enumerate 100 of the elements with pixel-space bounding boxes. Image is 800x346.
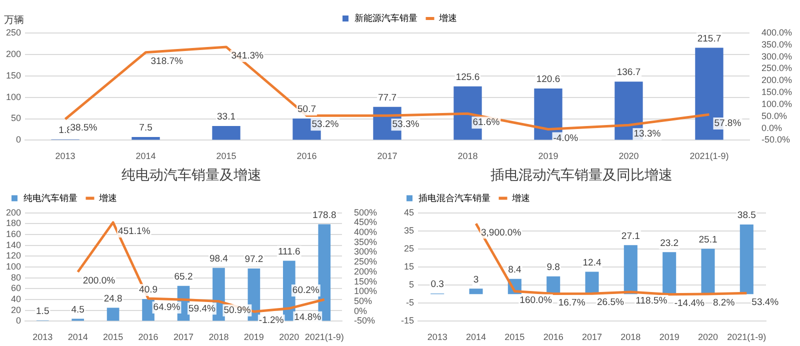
data-label: 8.4 (508, 264, 522, 276)
x-tick-label: 2021(1-9) (304, 332, 344, 342)
x-tick-label: 2014 (136, 151, 156, 162)
y2-tick-label: 0% (354, 306, 367, 316)
y2-tick-label: 200% (354, 266, 378, 276)
data-label: 25.1 (698, 234, 718, 246)
y2-tick-label: 450% (354, 217, 378, 228)
x-tick-label: 2018 (458, 151, 478, 162)
x-tick-label: 2017 (582, 332, 602, 342)
y-tick-label: -5 (406, 298, 414, 308)
bar (546, 276, 560, 294)
bar (740, 224, 754, 294)
chart-title: 纯电动汽车销量及增速 (122, 166, 262, 182)
y2-tick-label: -50% (354, 316, 375, 326)
legend-label: 增速 (98, 192, 117, 203)
x-tick-label: 2016 (296, 151, 317, 162)
y-tick-label: 250 (6, 27, 22, 38)
data-label: 3 (473, 274, 479, 286)
y2-tick-label: 350% (354, 236, 378, 247)
x-tick-label: 2015 (103, 332, 124, 342)
y-tick-label: 0 (16, 316, 22, 326)
x-tick-label: 2016 (543, 332, 564, 342)
data-label: 318.7% (150, 56, 184, 67)
bar (585, 272, 599, 294)
bar (624, 245, 638, 294)
data-label: 60.2% (292, 285, 320, 296)
x-tick-label: 2013 (32, 332, 53, 342)
data-label: 12.4 (582, 257, 602, 268)
y-tick-label: 100 (6, 261, 22, 272)
legend-label: 增速 (438, 12, 457, 23)
data-label: 23.2 (660, 238, 679, 249)
data-label: 178.8 (312, 210, 336, 221)
bar (662, 252, 676, 294)
y-tick-label: 80 (11, 272, 22, 282)
data-label: 64.9% (153, 302, 181, 314)
y2-tick-label: 100.0% (761, 98, 792, 109)
y2-tick-label: 150% (354, 276, 378, 286)
x-tick-label: 2018 (208, 332, 229, 342)
x-tick-label: 2014 (466, 332, 486, 342)
y2-tick-label: 250.0% (761, 63, 792, 74)
data-label: 16.7% (558, 297, 586, 308)
y-tick-label: 100 (6, 92, 22, 102)
data-label: 136.7 (616, 67, 641, 78)
y-tick-label: 40 (11, 294, 22, 304)
y2-tick-label: 250% (354, 256, 378, 267)
bar (106, 308, 120, 321)
data-label: 118.5% (636, 296, 668, 307)
y2-tick-label: 500% (354, 207, 378, 218)
data-label: 65.2 (174, 271, 193, 282)
data-label: 57.8% (714, 118, 742, 130)
data-label: 14.8% (294, 312, 322, 324)
data-label: 3,900.0% (481, 227, 522, 238)
data-label: 9.8 (546, 262, 560, 274)
y-tick-label: 20 (11, 304, 22, 315)
data-label: 50.9% (224, 304, 252, 316)
data-label: 38.5% (70, 122, 98, 134)
legend-label: 新能源汽车销量 (354, 12, 418, 23)
data-label: 451.1% (118, 226, 151, 238)
x-tick-label: 2013 (55, 151, 76, 162)
legend-label: 插电混合汽车销量 (418, 192, 490, 203)
x-tick-label: 2015 (216, 151, 236, 162)
data-label: 59.4% (188, 303, 216, 314)
y-tick-label: 200 (6, 207, 22, 218)
y2-tick-label: 150.0% (761, 87, 792, 98)
x-tick-label: 2018 (620, 332, 641, 342)
y2-tick-label: 400% (354, 226, 378, 237)
y2-tick-label: 100% (354, 286, 378, 296)
x-tick-label: 2019 (244, 332, 264, 342)
y-tick-label: 35 (404, 225, 414, 236)
y-tick-label: 50 (11, 113, 22, 124)
y-tick-label: 60 (11, 283, 22, 294)
y-tick-label: 25 (404, 243, 414, 254)
x-tick-label: 2017 (173, 332, 194, 342)
data-label: 24.8 (104, 293, 122, 304)
data-label: 98.4 (209, 253, 228, 264)
bar (212, 126, 240, 140)
x-tick-label: 2021(1-9) (727, 332, 766, 342)
y2-tick-label: 200.0% (761, 75, 792, 86)
legend-label: 增速 (511, 192, 530, 203)
data-label: 53.2% (312, 119, 340, 130)
x-tick-label: 2017 (377, 151, 398, 162)
data-label: 33.1 (217, 112, 236, 123)
y2-tick-label: 0.0% (761, 122, 782, 133)
x-tick-label: 2016 (138, 332, 158, 342)
y2-tick-label: -50.0% (761, 134, 790, 145)
y2-tick-label: 300% (354, 246, 378, 257)
y2-tick-label: 300.0% (761, 51, 792, 62)
data-label: 8.2% (713, 298, 736, 309)
x-tick-label: 2014 (68, 332, 88, 342)
data-label: 160.0% (520, 294, 552, 306)
x-tick-label: 2020 (698, 332, 718, 342)
data-label: 77.7 (378, 92, 396, 104)
data-label: -1.2% (258, 315, 284, 326)
y-tick-label: 45 (404, 207, 414, 218)
bar (132, 136, 160, 140)
data-label: 215.7 (697, 33, 722, 44)
data-label: 1.8 (58, 125, 72, 136)
y2-tick-label: 350.0% (761, 39, 792, 50)
data-label: 7.5 (139, 122, 152, 134)
data-label: 27.1 (621, 230, 640, 242)
